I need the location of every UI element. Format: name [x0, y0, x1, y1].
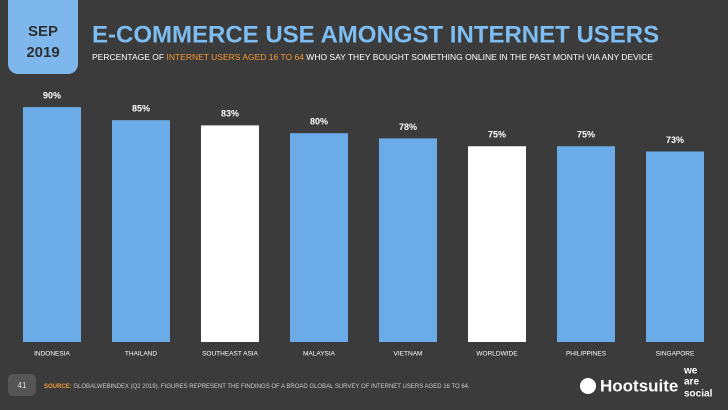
x-tick-label: THAILAND	[125, 351, 157, 358]
subtitle-part: WHO SAY THEY BOUGHT SOMETHING ONLINE IN …	[304, 52, 653, 62]
page-badge	[8, 374, 36, 396]
was-logo-social: social	[684, 389, 713, 400]
date-badge	[8, 0, 78, 74]
subtitle-part: PERCENTAGE OF	[92, 52, 166, 62]
source-label: SOURCE:	[44, 384, 72, 390]
value-label: 73%	[666, 135, 684, 145]
bar	[112, 120, 170, 343]
was-logo-we: we	[683, 366, 698, 377]
x-tick-label: MALAYSIA	[303, 351, 336, 358]
bar	[468, 146, 526, 342]
value-label: 75%	[488, 130, 506, 140]
x-tick-label: SINGAPORE	[656, 351, 695, 358]
x-tick-label: WORLDWIDE	[476, 351, 518, 358]
value-label: 80%	[310, 117, 328, 127]
bar	[646, 151, 704, 342]
x-tick-label: VIETNAM	[394, 351, 423, 358]
bar	[201, 125, 259, 343]
value-label: 78%	[399, 122, 417, 132]
bar	[379, 138, 437, 342]
bar	[557, 146, 615, 342]
badge-year: 2019	[26, 44, 59, 61]
x-tick-label: PHILIPPINES	[566, 351, 607, 358]
x-tick-label: INDONESIA	[34, 351, 70, 358]
hootsuite-icon	[580, 378, 596, 394]
page-number: 41	[18, 381, 27, 390]
chart-title: E-COMMERCE USE AMONGST INTERNET USERS	[92, 21, 659, 48]
subtitle-highlight: INTERNET USERS AGED 16 TO 64	[166, 52, 304, 62]
value-label: 90%	[43, 90, 61, 100]
value-label: 75%	[577, 130, 595, 140]
value-label: 83%	[221, 109, 239, 119]
hootsuite-logo: Hootsuite	[600, 376, 678, 395]
source-text: GLOBALWEBINDEX (Q2 2019). FIGURES REPRES…	[72, 384, 470, 390]
badge-month: SEP	[28, 23, 58, 40]
plot: 90% INDONESIA 85% THAILAND 83% SOUTHEAST ASIA…	[23, 90, 704, 358]
was-logo-are: are	[684, 377, 699, 388]
subtitle: PERCENTAGE OF INTERNET USERS AGED 16 TO …	[92, 52, 653, 62]
value-label: 85%	[132, 104, 150, 114]
bar	[290, 133, 348, 342]
bar	[23, 107, 81, 342]
source: SOURCE: GLOBALWEBINDEX (Q2 2019). FIGURE…	[44, 384, 470, 390]
x-tick-label: SOUTHEAST ASIA	[202, 351, 259, 358]
